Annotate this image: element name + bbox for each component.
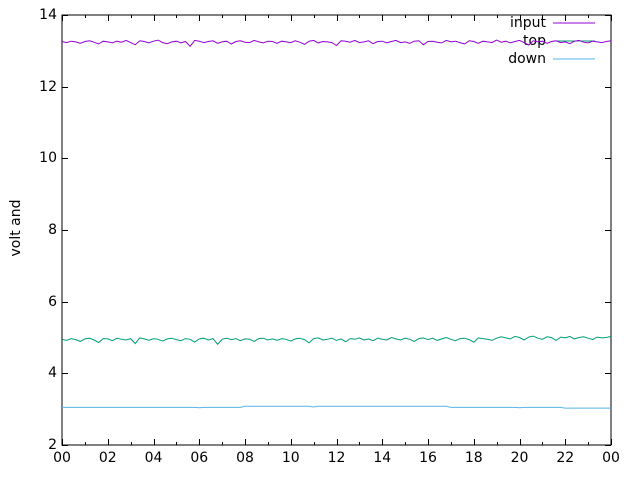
- x-tick-label: 06: [190, 450, 209, 466]
- x-tick-label: 08: [236, 450, 254, 466]
- legend-label-input: input: [509, 15, 546, 31]
- y-tick-label: 2: [48, 437, 57, 453]
- series-line-input: [61, 39, 612, 47]
- y-tick-label: 4: [48, 365, 57, 382]
- y-tick-label: 12: [39, 78, 57, 95]
- y-tick-label: 6: [48, 293, 57, 310]
- y-tick-label: 14: [39, 7, 57, 23]
- x-tick-label: 16: [419, 450, 437, 466]
- series-line-down: [62, 405, 611, 409]
- x-tick-label: 00: [602, 450, 620, 466]
- x-tick-label: 10: [281, 450, 300, 466]
- x-tick-label: 18: [464, 450, 483, 466]
- x-tick-label: 20: [510, 450, 529, 466]
- legend-label-down: down: [508, 51, 546, 67]
- x-tick-label: 04: [144, 450, 163, 466]
- plot-border: [61, 14, 612, 446]
- x-tick-label: 12: [327, 450, 346, 466]
- x-tick-label: 02: [98, 450, 117, 466]
- x-tick-label: 22: [556, 450, 575, 466]
- x-tick-label: 14: [373, 450, 392, 466]
- y-tick-label: 10: [39, 150, 57, 167]
- x-tick-label: 00: [53, 450, 71, 466]
- series-line-top: [61, 335, 612, 346]
- y-tick-label: 8: [48, 222, 57, 238]
